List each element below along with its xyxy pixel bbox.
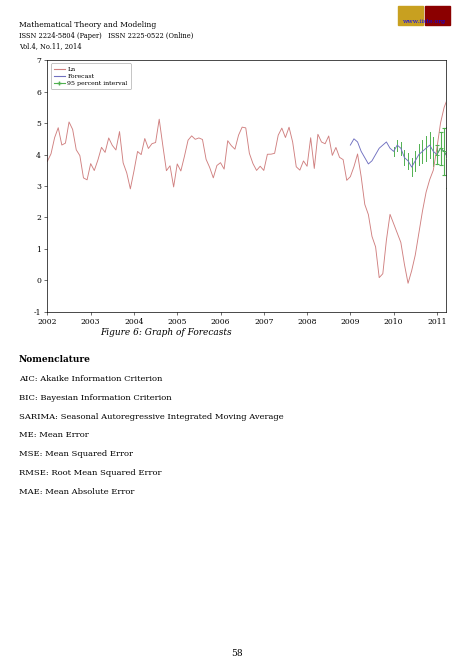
Text: SARIMA: Seasonal Autoregressive Integrated Moving Average: SARIMA: Seasonal Autoregressive Integrat…: [19, 413, 283, 421]
Text: ISSN 2224-5804 (Paper)   ISSN 2225-0522 (Online): ISSN 2224-5804 (Paper) ISSN 2225-0522 (O…: [19, 32, 193, 40]
Text: www.iiste.org: www.iiste.org: [403, 19, 446, 23]
Text: RMSE: Root Mean Squared Error: RMSE: Root Mean Squared Error: [19, 469, 162, 477]
Text: MAE: Mean Absolute Error: MAE: Mean Absolute Error: [19, 488, 134, 496]
Text: STE: STE: [431, 27, 444, 33]
Text: BIC: Bayesian Information Criterion: BIC: Bayesian Information Criterion: [19, 394, 172, 402]
Text: Figure 6: Graph of Forecasts: Figure 6: Graph of Forecasts: [100, 328, 232, 337]
Text: Vol.4, No.11, 2014: Vol.4, No.11, 2014: [19, 42, 82, 50]
Text: Mathematical Theory and Modeling: Mathematical Theory and Modeling: [19, 21, 156, 29]
Text: ME: Mean Error: ME: Mean Error: [19, 431, 89, 440]
Text: II: II: [408, 27, 413, 33]
Legend: Ln, Forecast, 95 percent interval: Ln, Forecast, 95 percent interval: [51, 64, 131, 89]
Text: MSE: Mean Squared Error: MSE: Mean Squared Error: [19, 450, 133, 458]
Text: AIC: Akaike Information Criterion: AIC: Akaike Information Criterion: [19, 375, 162, 383]
Text: 58: 58: [231, 649, 243, 658]
Text: Nomenclature: Nomenclature: [19, 355, 91, 364]
Bar: [425, 6, 450, 25]
Bar: [398, 6, 423, 25]
